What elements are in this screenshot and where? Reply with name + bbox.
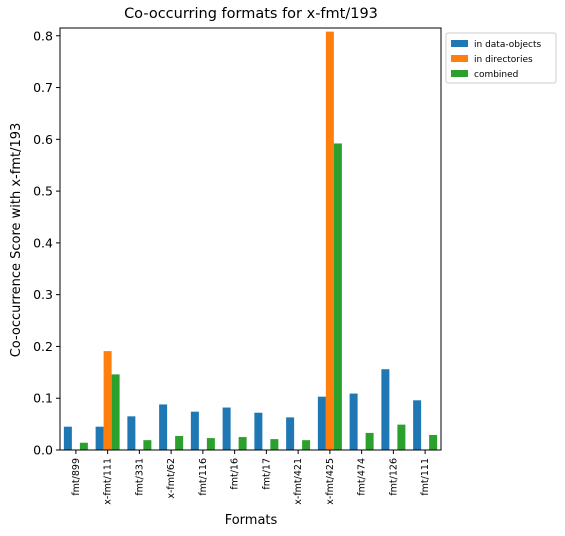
legend-label: combined [474,70,518,80]
legend: in data-objects in directories combined [445,32,557,84]
bar-x-fmt-421-series-3 [302,440,311,450]
bar-fmt-474-series-3 [365,432,374,450]
x-tick-label: x-fmt/425 [325,458,336,505]
x-tick-label: fmt/899 [71,458,82,496]
bar-fmt-126-series-3 [397,424,406,450]
bar-x-fmt-111-series-1 [95,426,104,450]
bar-fmt-116-series-3 [206,438,215,450]
y-tick-label: 0.3 [33,287,53,302]
bar-fmt-331-series-3 [143,440,152,450]
y-tick-label: 0.7 [33,80,53,95]
legend-label: in directories [474,55,533,65]
y-axis-label: Co-occurrence Score with x-fmt/193 [9,123,24,358]
x-tick-label: fmt/126 [388,458,399,496]
bar-fmt-111-series-1 [413,400,422,450]
y-tick-label: 0.4 [33,235,53,250]
x-axis: fmt/899 x-fmt/111 fmt/331 x-fmt/62 fmt/116 fm… [71,450,431,505]
bar-fmt-17-series-1 [254,412,263,450]
x-tick-label: fmt/111 [420,458,431,496]
bar-x-fmt-111-series-2 [103,351,112,450]
legend-box [445,32,557,84]
y-tick-label: 0.8 [33,28,53,43]
legend-swatch [451,70,468,77]
y-tick-label: 0.1 [33,391,53,406]
x-tick-label: fmt/474 [357,458,368,496]
legend-swatch [451,55,468,62]
y-tick-label: 0.6 [33,132,53,147]
x-tick-label: x-fmt/421 [293,458,304,505]
y-tick-label: 0.5 [33,184,53,199]
y-tick-label: 0.2 [33,339,53,354]
bar-fmt-899-series-3 [79,442,88,450]
bar-x-fmt-425-series-3 [333,143,342,451]
bar-fmt-16-series-3 [238,437,247,450]
x-tick-label: x-fmt/111 [103,458,114,505]
bar-fmt-111-series-3 [429,434,438,450]
x-tick-label: x-fmt/62 [166,458,177,499]
bar-x-fmt-62-series-1 [159,404,168,450]
bar-x-fmt-421-series-1 [286,417,295,450]
bar-fmt-16-series-1 [222,407,231,450]
bar-x-fmt-111-series-3 [111,374,120,450]
legend-swatch [451,40,468,47]
x-axis-label: Formats [225,513,278,528]
x-tick-label: fmt/17 [261,458,272,490]
plot-frame [59,27,442,451]
bar-x-fmt-425-series-2 [325,31,334,450]
bar-fmt-17-series-3 [270,439,279,450]
x-tick-label: fmt/116 [198,458,209,496]
bar-x-fmt-425-series-1 [317,396,326,450]
bar-fmt-126-series-1 [381,369,390,450]
y-tick-label: 0.0 [33,443,53,458]
bar-fmt-899-series-1 [63,426,72,450]
bar-fmt-331-series-1 [127,416,136,450]
x-tick-label: fmt/331 [134,458,145,496]
y-axis: 0.0 0.1 0.2 0.3 0.4 0.5 0.6 0.7 0.8 [33,28,60,458]
bar-fmt-474-series-1 [349,393,358,450]
chart-title: Co-occurring formats for x-fmt/193 [124,6,378,22]
bar-x-fmt-62-series-3 [175,436,184,450]
x-tick-label: fmt/16 [230,458,241,490]
legend-label: in data-objects [474,40,541,50]
bars-group [63,31,438,451]
bar-fmt-116-series-1 [190,411,199,450]
